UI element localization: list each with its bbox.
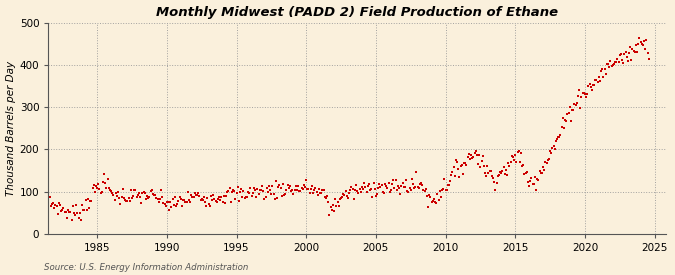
Title: Monthly Midwest (PADD 2) Field Production of Ethane: Monthly Midwest (PADD 2) Field Productio…	[156, 6, 558, 18]
Text: Source: U.S. Energy Information Administration: Source: U.S. Energy Information Administ…	[44, 263, 248, 272]
Y-axis label: Thousand Barrels per Day: Thousand Barrels per Day	[5, 61, 16, 196]
